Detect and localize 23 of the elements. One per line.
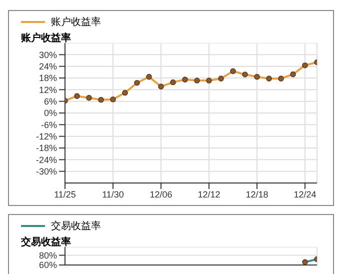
x-tick-label: 11/25 <box>54 189 76 200</box>
x-tick-label: 12/24 <box>294 189 316 200</box>
legend-label: 交易收益率 <box>51 220 101 233</box>
x-tick-label: 12/12 <box>198 189 220 200</box>
y-tick-label: -30% <box>36 166 57 177</box>
y-tick-label: 12% <box>38 84 57 95</box>
y-tick-label: 0% <box>44 108 57 118</box>
x-tick-label: 11/30 <box>102 189 124 200</box>
y-tick-label: -6% <box>40 120 57 130</box>
x-tick-label: 12/18 <box>246 189 268 200</box>
y-tick-label: -18% <box>36 143 57 154</box>
y-tick-label: 80% <box>38 250 57 260</box>
y-tick-label: 30% <box>38 50 57 60</box>
y-axis-title: 交易收益率 <box>21 235 71 249</box>
legend-label: 账户收益率 <box>51 16 101 29</box>
y-tick-label: 24% <box>38 62 57 72</box>
y-tick-label: 18% <box>38 73 57 84</box>
y-axis-title: 账户收益率 <box>21 31 71 45</box>
y-tick-label: 60% <box>38 260 57 270</box>
y-tick-label: -12% <box>36 132 57 142</box>
y-tick-label: 6% <box>44 96 57 107</box>
y-tick-label: -24% <box>36 154 57 165</box>
x-tick-label: 12/06 <box>150 189 172 200</box>
